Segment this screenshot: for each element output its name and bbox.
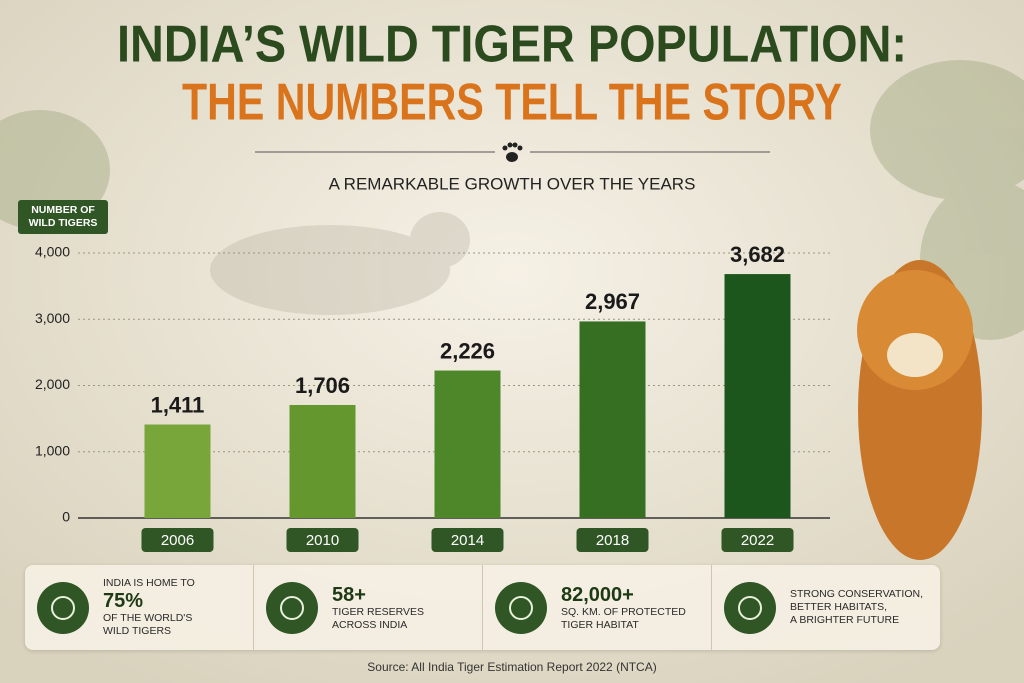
bar — [724, 274, 791, 518]
source: Source: All India Tiger Estimation Repor… — [367, 660, 657, 674]
stat-figure: 75% — [103, 590, 144, 612]
value-label: 2,226 — [440, 338, 495, 363]
y-tick-label: 1,000 — [35, 442, 70, 458]
stat-icon — [724, 581, 776, 634]
stat-text: 82,000+ SQ. KM. OF PROTECTED TIGER HABITAT — [561, 584, 686, 632]
page-subtitle: THE NUMBERS TELL THE STORY — [182, 74, 842, 132]
x-tick-label: 2022 — [741, 532, 774, 549]
stat-text: INDIA IS HOME TO 75% OF THE WORLD'S WILD TI… — [103, 577, 195, 638]
y-tick-label: 0 — [62, 509, 70, 525]
bar — [434, 370, 501, 518]
stat-text: 58+ TIGER RESERVES ACROSS INDIA — [332, 584, 424, 632]
stat-line: ACROSS INDIA — [332, 618, 408, 631]
bar — [289, 404, 356, 518]
y-tick-label: 3,000 — [35, 310, 70, 326]
stat-item: 82,000+ SQ. KM. OF PROTECTED TIGER HABITAT — [483, 565, 712, 650]
tiger-illustration — [857, 260, 982, 560]
stats-panel: INDIA IS HOME TO 75% OF THE WORLD'S WILD TI… — [25, 565, 940, 650]
value-label: 1,706 — [295, 373, 350, 398]
stat-item: INDIA IS HOME TO 75% OF THE WORLD'S WILD TI… — [25, 565, 254, 650]
stat-line: TIGER RESERVES — [332, 605, 424, 618]
y-axis-label: NUMBER OF WILD TIGERS — [18, 200, 108, 234]
x-tick-label: 2006 — [161, 532, 194, 549]
value-label: 2,967 — [585, 289, 640, 314]
year-pill — [576, 528, 649, 552]
x-tick-label: 2018 — [596, 532, 629, 549]
value-label: 3,682 — [730, 242, 785, 267]
page-title: INDIA’S WILD TIGER POPULATION: — [117, 16, 907, 74]
year-pill — [286, 528, 359, 552]
stat-icon — [266, 581, 318, 634]
x-tick-label: 2010 — [306, 532, 339, 549]
stat-line: BETTER HABITATS, — [790, 601, 888, 613]
paw-icon — [502, 142, 523, 162]
bar — [579, 321, 646, 518]
value-label: 1,411 — [151, 392, 205, 417]
stat-line: TIGER HABITAT — [561, 618, 639, 631]
year-pill — [141, 528, 214, 552]
x-tick-label: 2014 — [451, 532, 484, 549]
stat-icon — [37, 581, 89, 634]
stat-line: SQ. KM. OF PROTECTED — [561, 605, 686, 618]
y-tick-label: 2,000 — [35, 376, 70, 392]
y-tick-label: 4,000 — [35, 244, 70, 260]
stat-lead: INDIA IS HOME TO — [103, 577, 195, 589]
stat-line: STRONG CONSERVATION, — [790, 588, 924, 600]
tiger-silhouette — [210, 212, 470, 315]
forest — [0, 60, 1024, 340]
stat-line: A BRIGHTER FUTURE — [790, 614, 900, 626]
stat-line: WILD TIGERS — [103, 625, 172, 637]
stat-item: STRONG CONSERVATION, BETTER HABITATS, A BR… — [712, 565, 940, 650]
year-pill — [431, 528, 504, 552]
stat-icon — [495, 581, 547, 634]
stat-text: STRONG CONSERVATION, BETTER HABITATS, A BR… — [790, 588, 923, 627]
year-pill — [721, 528, 794, 552]
stat-figure: 82,000+ — [561, 583, 634, 606]
chart-title: A REMARKABLE GROWTH OVER THE YEARS — [329, 174, 696, 193]
stat-item: 58+ TIGER RESERVES ACROSS INDIA — [254, 565, 483, 650]
bar — [144, 424, 211, 518]
stat-figure: 58+ — [332, 583, 366, 606]
stat-line: OF THE WORLD'S — [103, 612, 193, 624]
